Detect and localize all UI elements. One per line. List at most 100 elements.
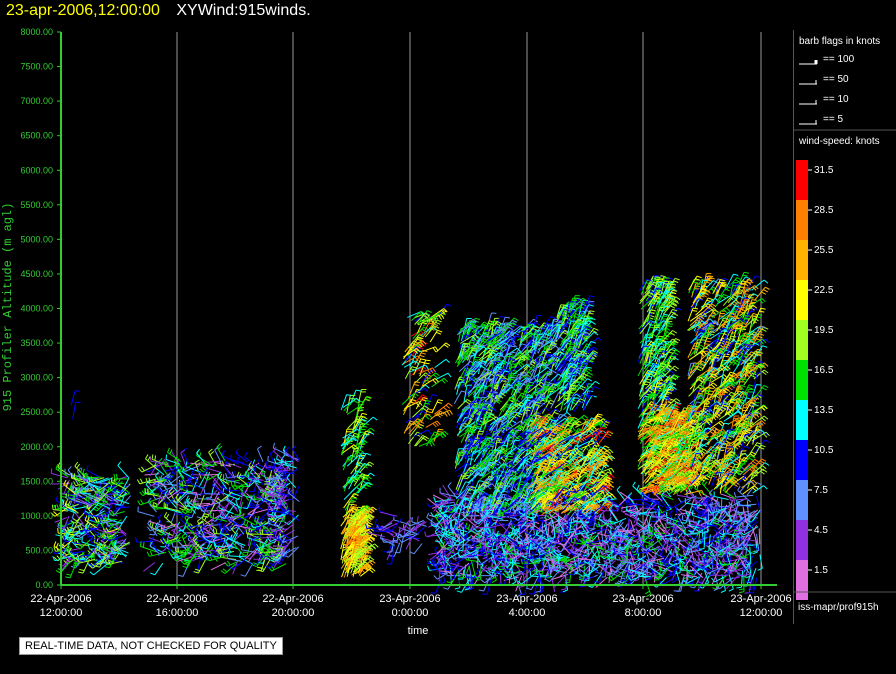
- wind-barb: [214, 498, 229, 505]
- wind-barb-flag: [346, 394, 352, 396]
- wind-barb: [180, 452, 188, 470]
- wind-barb-flag: [208, 537, 213, 542]
- wind-barb-flag: [180, 449, 186, 454]
- wind-barb: [161, 538, 173, 554]
- wind-barb: [286, 477, 297, 489]
- wind-barb-flag: [733, 492, 737, 498]
- wind-barb-flag: [89, 571, 95, 576]
- wind-barb-flag: [708, 489, 713, 494]
- wind-barb: [98, 494, 111, 506]
- wind-barb-flag: [57, 528, 59, 534]
- wind-barb-flag: [371, 559, 376, 564]
- wind-barb-flag: [355, 389, 361, 392]
- wind-barb-flag: [167, 536, 173, 539]
- wind-barb-flag: [113, 478, 116, 484]
- wind-barb-flag: [67, 547, 71, 552]
- wind-barb-flag: [411, 366, 417, 369]
- wind-barb: [143, 562, 156, 572]
- wind-barb-flag: [351, 499, 357, 503]
- wind-barb: [99, 511, 109, 527]
- wind-barb-flag: [194, 526, 199, 532]
- wind-barb-flag: [70, 473, 73, 479]
- wind-barb-flag: [251, 564, 257, 568]
- wind-barb-flag: [52, 555, 56, 561]
- wind-barb-flag: [99, 518, 103, 523]
- wind-barb-flag: [184, 520, 188, 526]
- wind-barb: [85, 526, 101, 532]
- wind-barb-flag: [245, 529, 248, 535]
- wind-barb: [256, 555, 265, 567]
- wind-barb: [162, 484, 177, 492]
- wind-barb-flag: [212, 528, 215, 534]
- wind-barb-flag: [89, 535, 94, 541]
- wind-barb-flag: [371, 567, 376, 572]
- wind-barb-flag: [398, 526, 404, 530]
- wind-barb: [259, 482, 270, 499]
- wind-barb: [269, 453, 277, 469]
- wind-barb-flag: [443, 344, 449, 348]
- wind-barb-flag: [625, 499, 628, 505]
- wind-barb-flag: [110, 495, 115, 500]
- wind-barb-flag: [618, 556, 622, 562]
- wind-barb-flag: [257, 566, 263, 569]
- wind-barb: [120, 478, 130, 494]
- wind-barb-flag: [254, 548, 260, 552]
- wind-barb-flag: [96, 516, 100, 522]
- wind-barb: [153, 519, 161, 536]
- wind-barb-flag: [76, 488, 81, 492]
- wind-barb: [212, 485, 224, 494]
- wind-barb-flag: [159, 539, 164, 544]
- wind-barb: [113, 544, 127, 558]
- wind-barb-flag: [114, 545, 119, 550]
- wind-barb: [75, 555, 85, 569]
- wind-barb-flag: [425, 359, 431, 362]
- wind-barb-flag: [79, 568, 85, 572]
- wind-barb-flag: [231, 485, 236, 490]
- wind-barb-flag: [433, 374, 438, 379]
- wind-barb-flag: [442, 587, 449, 590]
- wind-barb: [97, 528, 107, 541]
- wind-barb: [185, 475, 193, 489]
- wind-barb-flag: [244, 470, 247, 476]
- wind-barb-flag: [269, 520, 275, 524]
- wind-barb-flag: [68, 547, 72, 553]
- wind-barb: [117, 515, 128, 530]
- wind-barb-flag: [136, 479, 141, 485]
- wind-barb: [212, 481, 225, 497]
- wind-barb: [252, 555, 267, 567]
- wind-barb-flag: [649, 526, 651, 532]
- wind-barb-flag: [108, 479, 111, 485]
- wind-barb: [249, 523, 265, 534]
- wind-barb-flag: [76, 463, 81, 469]
- wind-barb-flag: [440, 581, 446, 585]
- wind-barb-flag: [92, 523, 98, 527]
- wind-barb-flag: [746, 575, 752, 579]
- wind-barb-flag: [78, 531, 84, 535]
- wind-barb-flag: [616, 485, 621, 491]
- wind-barb-flag: [372, 416, 378, 421]
- wind-barb-flag: [161, 534, 165, 540]
- wind-barb: [266, 538, 275, 556]
- wind-barb-flag: [425, 415, 430, 420]
- wind-barb-flag: [105, 527, 110, 533]
- wind-barb: [63, 516, 70, 529]
- wind-barb-flag: [200, 525, 203, 531]
- wind-barb: [247, 462, 260, 472]
- wind-barb: [148, 537, 162, 543]
- wind-barb-flag: [285, 446, 290, 452]
- wind-barb: [164, 493, 177, 509]
- wind-barb-flag: [169, 449, 173, 455]
- wind-barb: [221, 522, 238, 531]
- wind-barb-flag: [432, 394, 438, 397]
- wind-barb: [244, 456, 257, 467]
- wind-barb-flag: [256, 569, 262, 572]
- wind-barb-flag: [267, 558, 273, 562]
- wind-barb-flag: [432, 347, 437, 353]
- wind-barb-flag: [106, 535, 112, 539]
- wind-barb-flag: [253, 562, 259, 566]
- wind-barb-flag: [460, 576, 466, 579]
- wind-barb-flag: [267, 455, 269, 461]
- wind-barb-flag: [199, 505, 202, 512]
- wind-barb-flag: [65, 530, 70, 536]
